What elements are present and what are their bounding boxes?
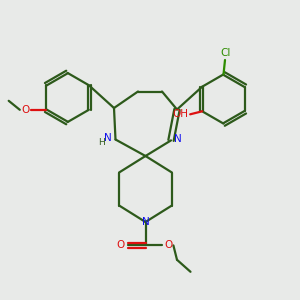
Text: N: N: [104, 133, 112, 143]
Text: OH: OH: [172, 109, 189, 119]
Text: H: H: [98, 138, 105, 147]
Text: Cl: Cl: [221, 48, 231, 59]
Text: O: O: [117, 240, 125, 250]
Text: N: N: [174, 134, 182, 144]
Text: O: O: [164, 240, 173, 250]
Text: N: N: [142, 217, 149, 227]
Text: O: O: [21, 105, 29, 115]
